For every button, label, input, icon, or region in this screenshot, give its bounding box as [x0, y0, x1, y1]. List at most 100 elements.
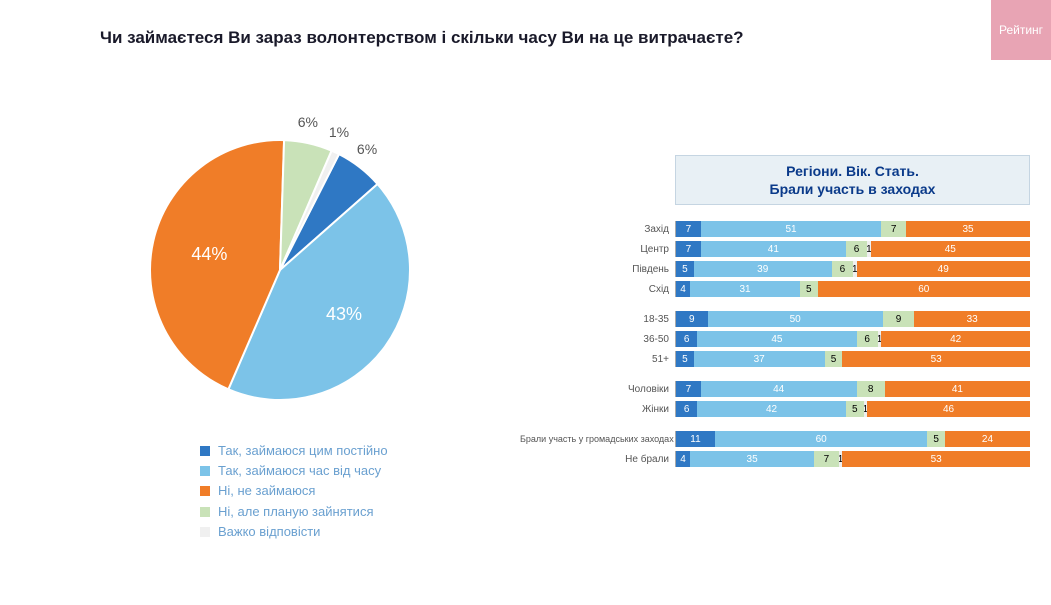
bar-segment: 33 [914, 311, 1030, 327]
bar-group: Чоловіки744841Жінки6425146 [600, 380, 1030, 418]
bar-group: Захід751735Центр7416145Південь5396149Схі… [600, 220, 1030, 298]
bar-segment: 51 [701, 221, 882, 237]
legend-swatch [200, 466, 210, 476]
bar-segment: 46 [867, 401, 1030, 417]
bar-row-label: Жінки [600, 404, 675, 415]
bar-segment: 53 [842, 351, 1030, 367]
pie-slice-label: 43% [326, 304, 362, 325]
bar-row: 36-506456142 [600, 330, 1030, 348]
breakdown-panel: Регіони. Вік. Стать. Брали участь в захо… [600, 155, 1030, 480]
pie-slice-label: 1% [329, 124, 349, 140]
bar-segment: 6 [676, 331, 697, 347]
pie-legend: Так, займаюся цим постійно Так, займаюся … [200, 440, 388, 543]
bar-segment: 31 [690, 281, 800, 297]
bar-group: 18-3595093336-50645614251+537553 [600, 310, 1030, 368]
bar-track: 744841 [675, 381, 1030, 397]
bar-row: Жінки6425146 [600, 400, 1030, 418]
bar-segment: 49 [857, 261, 1030, 277]
bar-segment: 37 [694, 351, 825, 367]
bar-row: Центр7416145 [600, 240, 1030, 258]
breakdown-title-line1: Регіони. Вік. Стать. [786, 163, 919, 179]
legend-item: Важко відповісти [200, 523, 388, 541]
bar-segment: 7 [676, 381, 701, 397]
bar-row-label: 18-35 [600, 314, 675, 325]
bar-segment: 45 [697, 331, 856, 347]
bar-segment: 60 [715, 431, 927, 447]
bar-row: Південь5396149 [600, 260, 1030, 278]
bar-group: Брали участь у громадських заходах116052… [600, 430, 1030, 468]
chart-title: Чи займаєтеся Ви зараз волонтерством і с… [100, 28, 744, 48]
bar-segment: 53 [842, 451, 1030, 467]
bar-segment: 6 [676, 401, 697, 417]
bar-segment: 4 [676, 281, 690, 297]
bar-segment: 41 [885, 381, 1030, 397]
bar-segment: 6 [846, 241, 867, 257]
bar-segment: 8 [857, 381, 885, 397]
bar-segment: 6 [832, 261, 853, 277]
bar-row: Схід431560 [600, 280, 1030, 298]
bar-row: Чоловіки744841 [600, 380, 1030, 398]
bar-row-label: Не брали [600, 454, 675, 465]
bar-row-label: Південь [600, 264, 675, 275]
bar-segment: 5 [846, 401, 864, 417]
bar-segment: 24 [945, 431, 1030, 447]
legend-text: Важко відповісти [218, 523, 320, 541]
bar-track: 1160524 [675, 431, 1030, 447]
legend-text: Так, займаюся цим постійно [218, 442, 388, 460]
bar-segment: 42 [881, 331, 1030, 347]
bar-segment: 5 [927, 431, 945, 447]
bar-row-label: Схід [600, 284, 675, 295]
bar-segment: 45 [871, 241, 1030, 257]
bar-segment: 39 [694, 261, 832, 277]
bar-track: 431560 [675, 281, 1030, 297]
bar-segment: 5 [676, 351, 694, 367]
bar-row: 18-35950933 [600, 310, 1030, 328]
bar-segment: 5 [800, 281, 818, 297]
breakdown-title-line2: Брали участь в заходах [770, 181, 936, 197]
bar-row-label: Брали участь у громадських заходах [520, 434, 675, 444]
bar-track: 950933 [675, 311, 1030, 327]
bar-row-label: 36-50 [600, 334, 675, 345]
bar-row: Брали участь у громадських заходах116052… [600, 430, 1030, 448]
legend-swatch [200, 446, 210, 456]
bar-segment: 44 [701, 381, 857, 397]
pie-slice-label: 6% [357, 141, 377, 157]
bar-row-label: Захід [600, 224, 675, 235]
bar-track: 5396149 [675, 261, 1030, 277]
legend-swatch [200, 486, 210, 496]
bar-track: 7416145 [675, 241, 1030, 257]
bar-segment: 7 [676, 221, 701, 237]
legend-text: Так, займаюся час від часу [218, 462, 381, 480]
bar-row-label: Чоловіки [600, 384, 675, 395]
bar-row: Не брали4357153 [600, 450, 1030, 468]
pie-slice-label: 6% [298, 114, 318, 130]
legend-item: Ні, не займаюся [200, 482, 388, 500]
bar-segment: 9 [883, 311, 915, 327]
bar-row-label: Центр [600, 244, 675, 255]
bar-segment: 11 [676, 431, 715, 447]
legend-text: Ні, не займаюся [218, 482, 315, 500]
bar-track: 537553 [675, 351, 1030, 367]
legend-swatch [200, 507, 210, 517]
bar-segment: 7 [676, 241, 701, 257]
bar-row: Захід751735 [600, 220, 1030, 238]
bar-segment: 60 [818, 281, 1030, 297]
bar-segment: 7 [881, 221, 906, 237]
breakdown-title: Регіони. Вік. Стать. Брали участь в захо… [675, 155, 1030, 205]
legend-item: Ні, але планую зайнятися [200, 503, 388, 521]
bar-segment: 35 [690, 451, 814, 467]
bar-segment: 9 [676, 311, 708, 327]
bar-segment: 4 [676, 451, 690, 467]
logo-badge: Рейтинг [991, 0, 1051, 60]
bar-segment: 50 [708, 311, 883, 327]
bar-segment: 41 [701, 241, 846, 257]
bar-track: 751735 [675, 221, 1030, 237]
legend-item: Так, займаюся цим постійно [200, 442, 388, 460]
bar-track: 6425146 [675, 401, 1030, 417]
bar-segment: 6 [857, 331, 878, 347]
bar-track: 4357153 [675, 451, 1030, 467]
bar-track: 6456142 [675, 331, 1030, 347]
legend-swatch [200, 527, 210, 537]
legend-text: Ні, але планую зайнятися [218, 503, 373, 521]
pie-chart [140, 130, 420, 410]
